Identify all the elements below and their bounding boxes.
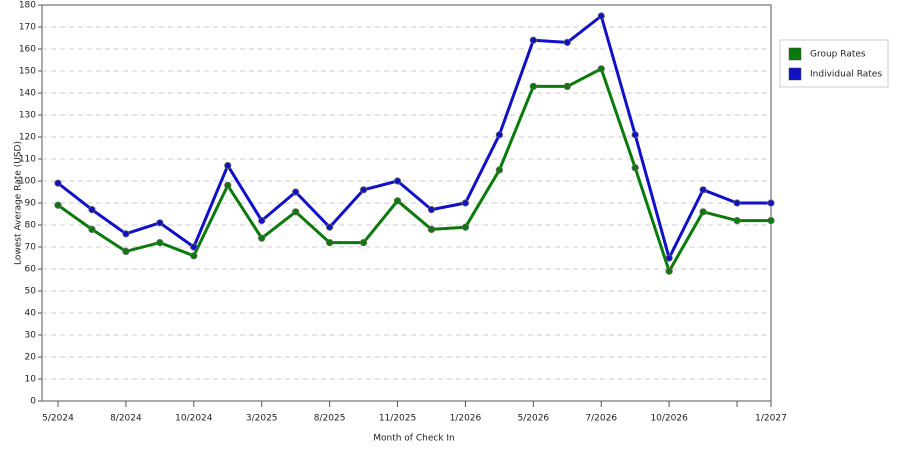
x-axis-label: Month of Check In [373, 434, 455, 444]
legend-swatch [788, 67, 802, 81]
data-point [258, 234, 266, 242]
x-tick-label: 10/2024 [175, 414, 213, 424]
data-point [665, 267, 673, 275]
data-point [733, 199, 741, 207]
data-point [631, 131, 639, 139]
data-point [427, 206, 436, 214]
data-point [88, 225, 96, 233]
y-tick-label: 0 [30, 397, 36, 407]
y-tick-label: 180 [19, 1, 36, 11]
data-point [495, 166, 503, 174]
data-point [699, 208, 707, 216]
data-point [326, 239, 334, 247]
data-point [563, 38, 571, 47]
y-tick-label: 160 [19, 45, 36, 55]
y-tick-label: 20 [25, 353, 37, 363]
data-point [597, 12, 605, 20]
y-axis-label: Lowest Average Rate (USD) [14, 141, 24, 265]
y-tick-label: 10 [25, 375, 37, 385]
data-point [224, 181, 232, 189]
data-point [699, 186, 707, 194]
data-point [597, 65, 605, 73]
y-tick-label: 170 [19, 23, 36, 33]
x-tick-label: 1/2026 [450, 414, 482, 424]
data-point [190, 252, 198, 260]
data-point [258, 217, 266, 225]
data-point [393, 197, 402, 205]
data-point [359, 186, 368, 194]
y-tick-label: 140 [19, 89, 36, 99]
data-point [631, 164, 639, 172]
series-line [57, 67, 771, 273]
y-tick-label: 100 [19, 177, 36, 187]
data-point [461, 199, 470, 207]
y-tick-label: 90 [25, 199, 37, 209]
y-tick-label: 40 [25, 309, 37, 319]
data-point [190, 243, 198, 251]
data-point [665, 254, 673, 262]
data-point [495, 131, 503, 139]
x-tick-label: 10/2026 [650, 414, 688, 424]
y-tick-label: 120 [19, 133, 36, 143]
data-point [224, 162, 232, 170]
data-point [529, 36, 537, 44]
x-tick-label: 8/2025 [314, 414, 346, 424]
data-point [359, 239, 368, 247]
data-point [529, 82, 537, 91]
legend-label: Individual Rates [810, 70, 882, 80]
y-tick-label: 110 [19, 155, 36, 165]
data-point [326, 223, 334, 231]
data-point [54, 201, 62, 209]
data-point [122, 247, 130, 255]
data-point [88, 206, 96, 214]
x-tick-label: 5/2024 [42, 414, 74, 424]
data-point [563, 82, 571, 91]
y-tick-label: 150 [19, 67, 36, 77]
data-point [427, 225, 436, 233]
data-point [156, 219, 164, 227]
x-tick-label: 5/2026 [517, 414, 549, 424]
data-point [461, 223, 470, 231]
data-point [767, 217, 775, 225]
y-tick-label: 80 [25, 221, 37, 231]
data-point [156, 239, 164, 247]
series-line [57, 14, 771, 260]
y-tick-label: 70 [25, 243, 37, 253]
y-tick-label: 50 [25, 287, 37, 297]
x-tick-label: 8/2024 [110, 414, 142, 424]
data-point [292, 188, 300, 196]
legend-swatch [788, 47, 802, 61]
data-point [733, 217, 741, 225]
x-tick-label: 7/2026 [585, 414, 617, 424]
x-tick-label: 1/2027 [755, 414, 787, 424]
y-tick-label: 60 [25, 265, 37, 275]
x-tick-label: 3/2025 [246, 414, 278, 424]
data-point [292, 208, 300, 216]
data-point [54, 179, 62, 187]
legend-label: Group Rates [810, 50, 866, 60]
y-tick-label: 30 [25, 331, 37, 341]
data-point [122, 230, 130, 238]
x-tick-label: 11/2025 [379, 414, 416, 424]
data-point [767, 199, 775, 207]
data-point [393, 177, 402, 185]
y-tick-label: 130 [19, 111, 36, 121]
